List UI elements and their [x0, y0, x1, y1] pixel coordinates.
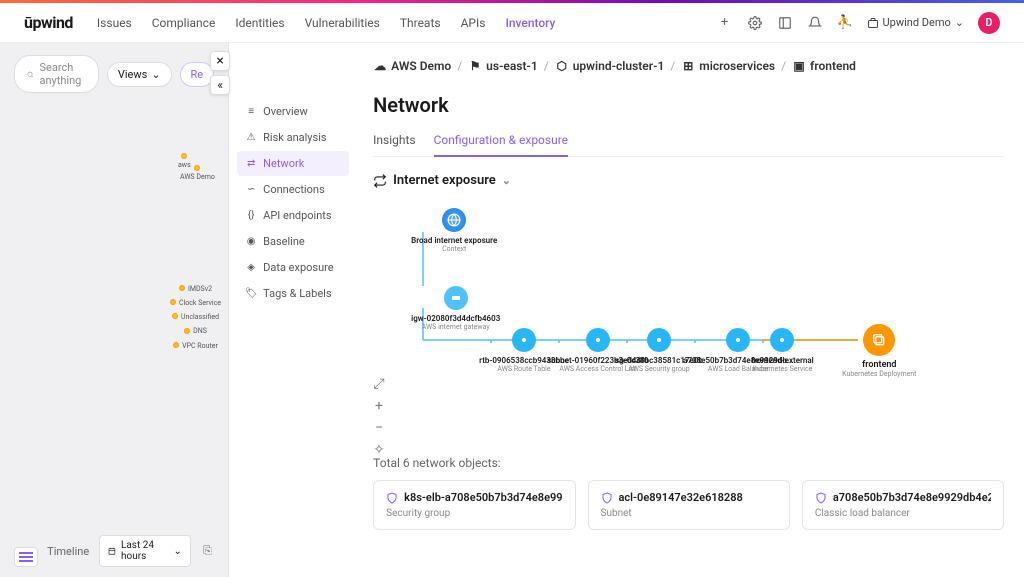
collapse-chevron-icon[interactable]: « — [210, 75, 230, 95]
inventory-graph-panel: × « Search anything Views⌄ Re aws AWS De… — [0, 43, 229, 577]
running-icon[interactable]: ⛹ — [837, 15, 853, 31]
breadcrumb-item[interactable]: ⬡upwind-cluster-1 — [555, 59, 665, 73]
ns-icon: ⊞ — [681, 59, 695, 73]
network-object-card[interactable]: acl-0e89147e32e618288Subnet — [588, 480, 790, 530]
step-icon — [726, 328, 750, 352]
detail-side-nav: ≡Overview⚠Risk analysis⇄Network∽Connecti… — [229, 43, 349, 577]
gateway-icon — [444, 286, 468, 310]
side-icon: ◉ — [245, 236, 257, 248]
side-nav-risk-analysis[interactable]: ⚠Risk analysis — [237, 125, 349, 150]
side-icon: ≡ — [245, 106, 257, 118]
side-nav-network[interactable]: ⇄Network — [237, 151, 349, 176]
logo: ūpwind — [24, 13, 73, 32]
step-icon — [647, 328, 671, 352]
pin-icon[interactable]: ⎘ — [201, 543, 214, 559]
page-title: Network — [373, 93, 1004, 117]
side-icon: ◈ — [245, 262, 257, 274]
nav-identities[interactable]: Identities — [235, 16, 284, 30]
resources-button[interactable]: Re — [180, 62, 215, 87]
side-nav-tags-labels[interactable]: 🏷Tags & Labels — [237, 281, 349, 306]
mini-node[interactable]: IMDSv2 — [170, 285, 221, 293]
side-nav-api-endpoints[interactable]: {}API endpoints — [237, 203, 349, 228]
side-nav-data-exposure[interactable]: ◈Data exposure — [237, 255, 349, 280]
nav-compliance[interactable]: Compliance — [152, 16, 216, 30]
exposure-step[interactable]: frontend-externalKubernetes Service — [751, 328, 814, 373]
exposure-dropdown[interactable]: Internet exposure ⌄ — [373, 173, 1004, 188]
layout-icon[interactable] — [777, 15, 793, 31]
side-nav-overview[interactable]: ≡Overview — [237, 99, 349, 124]
gear-icon[interactable] — [747, 15, 763, 31]
org-switcher[interactable]: Upwind Demo ⌄ — [867, 16, 964, 29]
search-input[interactable]: Search anything — [14, 55, 99, 93]
nav-vulnerabilities[interactable]: Vulnerabilities — [305, 16, 380, 30]
network-object-card[interactable]: k8s-elb-a708e50b7b3d74e8e992...Security … — [373, 480, 575, 530]
side-nav-baseline[interactable]: ◉Baseline — [237, 229, 349, 254]
expand-icon[interactable]: ⤢ — [373, 376, 385, 392]
breadcrumb-item[interactable]: ☁AWS Demo — [373, 59, 451, 73]
side-icon: {} — [245, 210, 257, 222]
mini-node[interactable]: VPC Router — [170, 342, 221, 350]
shield-icon — [601, 492, 613, 504]
side-icon: ⚠ — [245, 132, 257, 144]
zoom-in-icon[interactable]: + — [373, 398, 385, 414]
nav-inventory[interactable]: Inventory — [505, 16, 555, 30]
bell-icon[interactable] — [807, 15, 823, 31]
breadcrumb: ☁AWS Demo/⚑us-east-1/⬡upwind-cluster-1/⊞… — [373, 59, 1004, 73]
aws-icon: ☁ — [373, 59, 387, 73]
top-nav: ūpwind Issues Compliance Identities Vulnera… — [0, 3, 1024, 43]
side-icon: ⇄ — [245, 158, 257, 170]
deploy-icon: ▣ — [792, 59, 806, 73]
nav-items: Issues Compliance Identities Vulnerabilitie… — [97, 16, 693, 30]
mini-node[interactable]: Unclassified — [170, 313, 221, 321]
network-object-card[interactable]: a708e50b7b3d74e8e9929db4e2d...Classic lo… — [802, 480, 1004, 530]
zoom-out-icon[interactable]: − — [373, 420, 385, 436]
locate-icon[interactable]: ✧ — [373, 442, 385, 458]
flag-icon: ⚑ — [468, 59, 482, 73]
views-button[interactable]: Views⌄ — [107, 62, 172, 87]
side-icon: 🏷 — [245, 288, 257, 300]
shield-icon — [815, 492, 827, 504]
cluster-icon: ⬡ — [555, 59, 569, 73]
shield-icon — [386, 492, 398, 504]
globe-icon — [442, 208, 466, 232]
tab-configuration-exposure[interactable]: Configuration & exposure — [434, 133, 568, 157]
side-nav-connections[interactable]: ∽Connections — [237, 177, 349, 202]
step-icon — [770, 328, 794, 352]
plus-icon[interactable]: + — [717, 15, 733, 31]
mini-node[interactable]: DNS — [170, 327, 221, 335]
nav-apis[interactable]: APIs — [461, 16, 486, 30]
nav-issues[interactable]: Issues — [97, 16, 132, 30]
breadcrumb-item[interactable]: ⊞microservices — [681, 59, 775, 73]
deployment-icon — [863, 324, 895, 356]
topology-canvas[interactable]: aws AWS Demo upwind-cluster-1 microservi… — [0, 105, 228, 549]
step-icon — [512, 328, 536, 352]
step-icon — [586, 328, 610, 352]
side-icon: ∽ — [245, 184, 257, 196]
timeline-label: Timeline — [47, 545, 89, 558]
mini-node[interactable]: Clock Service — [170, 299, 221, 307]
objects-header: Total 6 network objects: — [373, 456, 1004, 470]
tabs: Insights Configuration & exposure — [373, 133, 1004, 157]
breadcrumb-item[interactable]: ⚑us-east-1 — [468, 59, 538, 73]
exposure-graph[interactable]: Broad internet exposure Context igw-0208… — [373, 208, 1004, 428]
timerange-selector[interactable]: Last 24 hours⌄ — [99, 535, 191, 567]
tab-insights[interactable]: Insights — [373, 133, 415, 156]
close-icon[interactable]: × — [210, 51, 230, 71]
nav-threats[interactable]: Threats — [400, 16, 441, 30]
breadcrumb-item[interactable]: ▣frontend — [792, 59, 856, 73]
avatar[interactable]: D — [978, 12, 1000, 34]
